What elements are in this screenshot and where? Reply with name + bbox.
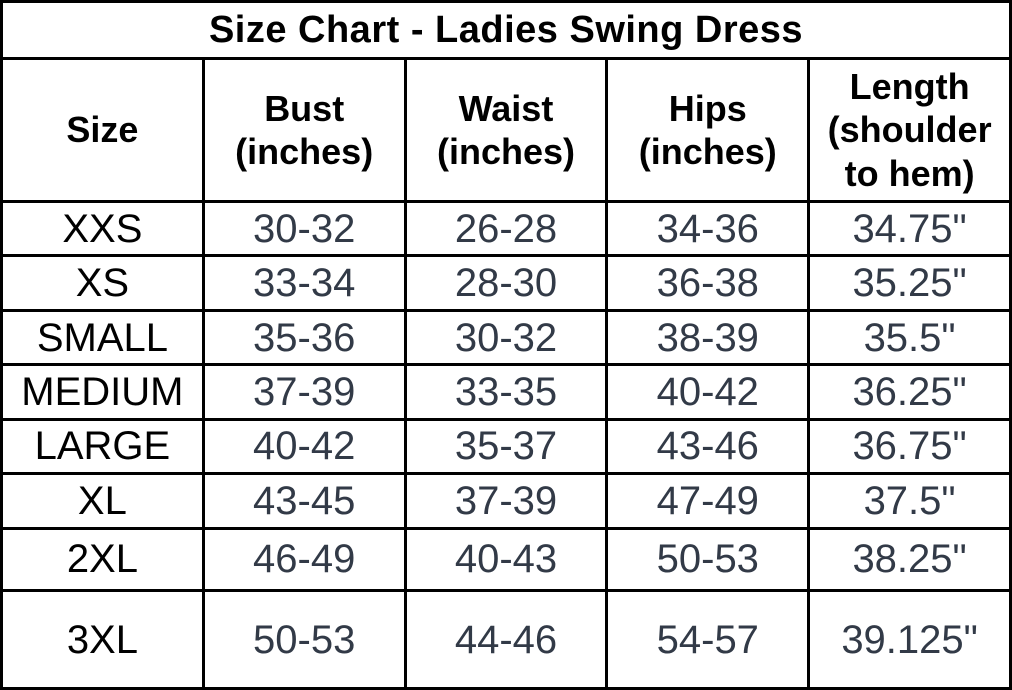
measurement-cell: 36-38: [605, 254, 811, 312]
measurement-cell: 35.25": [807, 254, 1012, 312]
column-header-size: Size: [0, 57, 205, 203]
size-label-cell: LARGE: [0, 417, 205, 476]
measurement-cell: 36.25": [807, 363, 1012, 421]
measurement-cell: 43-45: [201, 472, 407, 530]
measurement-cell: 35.5": [807, 308, 1012, 367]
measurement-cell: 54-57: [605, 589, 811, 690]
size-chart-body: XXS 30-32 26-28 34-36 34.75" XS 33-34 28-30 36-3…: [0, 199, 1012, 690]
table-row: MEDIUM 37-39 33-35 40-42 36.25": [0, 363, 1012, 421]
measurement-cell: 37.5": [807, 472, 1012, 530]
measurement-cell: 35-36: [201, 308, 407, 367]
measurement-cell: 28-30: [403, 254, 609, 312]
table-row: XXS 30-32 26-28 34-36 34.75": [0, 199, 1012, 258]
measurement-cell: 34-36: [605, 199, 811, 258]
column-header-waist: Waist (inches): [403, 57, 609, 203]
measurement-cell: 40-42: [201, 417, 407, 476]
measurement-cell: 35-37: [403, 417, 609, 476]
size-label-cell: SMALL: [0, 308, 205, 367]
measurement-cell: 30-32: [201, 199, 407, 258]
size-label-cell: XL: [0, 472, 205, 530]
table-row: 3XL 50-53 44-46 54-57 39.125": [0, 589, 1012, 690]
measurement-cell: 50-53: [201, 589, 407, 690]
column-header-bust: Bust (inches): [201, 57, 407, 203]
column-header-length: Length (shoulder to hem): [807, 57, 1012, 203]
measurement-cell: 36.75": [807, 417, 1012, 476]
measurement-cell: 39.125": [807, 589, 1012, 690]
measurement-cell: 37-39: [201, 363, 407, 421]
measurement-cell: 33-34: [201, 254, 407, 312]
measurement-cell: 43-46: [605, 417, 811, 476]
table-row: XL 43-45 37-39 47-49 37.5": [0, 472, 1012, 530]
size-label-cell: 2XL: [0, 526, 205, 593]
size-label-cell: XS: [0, 254, 205, 312]
size-label-cell: 3XL: [0, 589, 205, 690]
measurement-cell: 33-35: [403, 363, 609, 421]
measurement-cell: 38-39: [605, 308, 811, 367]
size-label-cell: MEDIUM: [0, 363, 205, 421]
measurement-cell: 38.25": [807, 526, 1012, 593]
measurement-cell: 44-46: [403, 589, 609, 690]
table-row: XS 33-34 28-30 36-38 35.25": [0, 254, 1012, 312]
measurement-cell: 26-28: [403, 199, 609, 258]
measurement-cell: 50-53: [605, 526, 811, 593]
table-row: SMALL 35-36 30-32 38-39 35.5": [0, 308, 1012, 367]
header-row: Size Bust (inches) Waist (inches) Hips (…: [0, 57, 1012, 203]
table-row: LARGE 40-42 35-37 43-46 36.75": [0, 417, 1012, 476]
size-label-cell: XXS: [0, 199, 205, 258]
column-header-hips: Hips (inches): [605, 57, 811, 203]
measurement-cell: 47-49: [605, 472, 811, 530]
measurement-cell: 46-49: [201, 526, 407, 593]
table-row: 2XL 46-49 40-43 50-53 38.25": [0, 526, 1012, 593]
measurement-cell: 40-42: [605, 363, 811, 421]
measurement-cell: 34.75": [807, 199, 1012, 258]
page-title: Size Chart - Ladies Swing Dress: [0, 0, 1012, 60]
measurement-cell: 37-39: [403, 472, 609, 530]
title-row: Size Chart - Ladies Swing Dress: [0, 0, 1012, 60]
measurement-cell: 30-32: [403, 308, 609, 367]
measurement-cell: 40-43: [403, 526, 609, 593]
